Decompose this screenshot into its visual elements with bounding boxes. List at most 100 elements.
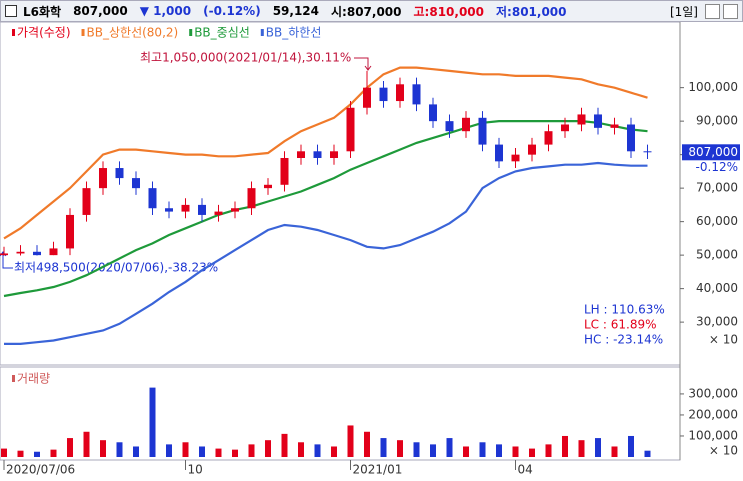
y-tick-label: 60,000 bbox=[696, 214, 738, 228]
candle-body bbox=[346, 107, 355, 152]
volume-bar bbox=[463, 446, 469, 457]
volume-bar bbox=[380, 438, 387, 457]
candle-body bbox=[544, 131, 553, 145]
candle-body bbox=[511, 154, 520, 162]
header-bar: L6화학 807,000 ▼ 1,000 (-0.12%) 59,124 시:8… bbox=[0, 0, 743, 22]
volume-bar bbox=[545, 444, 552, 457]
legend-swatch bbox=[260, 29, 264, 36]
volume-bar bbox=[479, 442, 486, 457]
volume-bar bbox=[1, 448, 7, 457]
stat: LH : 110.63% bbox=[584, 303, 665, 317]
volume-bar bbox=[611, 446, 618, 457]
candle-body bbox=[132, 178, 140, 189]
bb-line bbox=[3, 66, 648, 240]
candle-body bbox=[33, 251, 41, 256]
volume-bar bbox=[149, 387, 156, 457]
legend-swatch bbox=[12, 29, 15, 36]
legend-swatch bbox=[189, 29, 193, 36]
bb-line bbox=[3, 120, 648, 298]
y-multiplier: × 10 bbox=[709, 444, 738, 458]
volume-bar bbox=[17, 450, 24, 457]
high: 고:810,000 bbox=[413, 4, 485, 19]
min-annotation: 최저498,500(2020/07/06),-38.23% bbox=[14, 261, 218, 275]
volume-bar bbox=[529, 448, 535, 457]
y-tick-label: 40,000 bbox=[696, 281, 738, 295]
volume-bar bbox=[182, 442, 189, 457]
candle-body bbox=[478, 117, 487, 145]
volume-bar bbox=[83, 431, 90, 457]
change: ▼ 1,000 bbox=[139, 4, 192, 18]
legend-entry: BB_하한선 bbox=[266, 26, 322, 40]
volume-bar bbox=[248, 444, 255, 457]
icon bbox=[5, 5, 17, 17]
legend-swatch bbox=[81, 29, 85, 36]
candle-body bbox=[0, 253, 8, 256]
open: 시:807,000 bbox=[331, 4, 402, 19]
legend-entry: 거래량 bbox=[17, 372, 50, 386]
candle-body bbox=[445, 121, 454, 132]
candle-body bbox=[577, 114, 586, 125]
y-tick-label: 200,000 bbox=[688, 407, 738, 421]
y-tick-label: 90,000 bbox=[696, 114, 738, 128]
candle-body bbox=[115, 168, 124, 179]
volume-bar bbox=[314, 444, 321, 457]
volume-bar bbox=[116, 442, 123, 457]
candle-body bbox=[313, 151, 322, 158]
volume-bar bbox=[430, 444, 436, 457]
volume-bar bbox=[413, 442, 420, 457]
period[interactable]: [1일] bbox=[669, 5, 698, 19]
volume-bar bbox=[166, 444, 172, 457]
price-panel bbox=[0, 21, 681, 366]
volume-bar bbox=[199, 446, 205, 457]
volume-bar bbox=[50, 449, 57, 457]
y-tick-label: 100,000 bbox=[688, 428, 738, 442]
volume-bar bbox=[331, 446, 337, 457]
volume-bar bbox=[364, 431, 370, 457]
volume-bar bbox=[512, 446, 519, 457]
close-button[interactable] bbox=[723, 4, 738, 19]
maximize-button[interactable] bbox=[705, 4, 720, 19]
volume-bar bbox=[446, 438, 453, 457]
candle-body bbox=[280, 157, 289, 185]
candle-body bbox=[198, 204, 206, 215]
candle-body bbox=[49, 248, 58, 256]
candle-body bbox=[66, 214, 74, 249]
last-change: -0.12% bbox=[696, 160, 738, 174]
low: 저:801,000 bbox=[496, 4, 567, 19]
bb-line bbox=[4, 161, 648, 345]
candle-body bbox=[396, 84, 404, 102]
x-tick-label: 04 bbox=[518, 463, 533, 477]
last-price: 807,000 bbox=[688, 145, 738, 159]
y-tick-label: 70,000 bbox=[696, 181, 738, 195]
x-tick-label: 2021/01 bbox=[353, 463, 403, 477]
candle-body bbox=[214, 211, 223, 215]
volume-bar bbox=[298, 442, 304, 457]
candle-body bbox=[330, 151, 338, 158]
volume-bar bbox=[100, 440, 106, 457]
candle-body bbox=[561, 124, 569, 132]
candle-body bbox=[99, 168, 107, 189]
stat: LC : 61.89% bbox=[584, 318, 657, 332]
volume-bar bbox=[644, 450, 651, 457]
candle-body bbox=[363, 87, 371, 108]
candle-body bbox=[165, 208, 173, 212]
candle-body bbox=[297, 151, 305, 158]
candle-body bbox=[379, 87, 388, 102]
volume-bar bbox=[496, 444, 502, 457]
last-price-box bbox=[682, 144, 740, 161]
volume-bar bbox=[67, 438, 73, 457]
candle-body bbox=[528, 144, 536, 155]
candle-body bbox=[495, 144, 503, 162]
candle-body bbox=[148, 188, 157, 209]
volume-bar bbox=[215, 448, 222, 457]
volume-bar bbox=[133, 446, 139, 457]
candle-body bbox=[181, 204, 190, 212]
y-multiplier: × 10 bbox=[709, 333, 738, 347]
candle-body bbox=[594, 114, 602, 128]
y-tick-label: 300,000 bbox=[688, 386, 738, 400]
stat: HC : -23.14% bbox=[584, 333, 663, 347]
x-tick-label: 2020/07/06 bbox=[6, 463, 75, 477]
volume-bar bbox=[628, 435, 634, 457]
